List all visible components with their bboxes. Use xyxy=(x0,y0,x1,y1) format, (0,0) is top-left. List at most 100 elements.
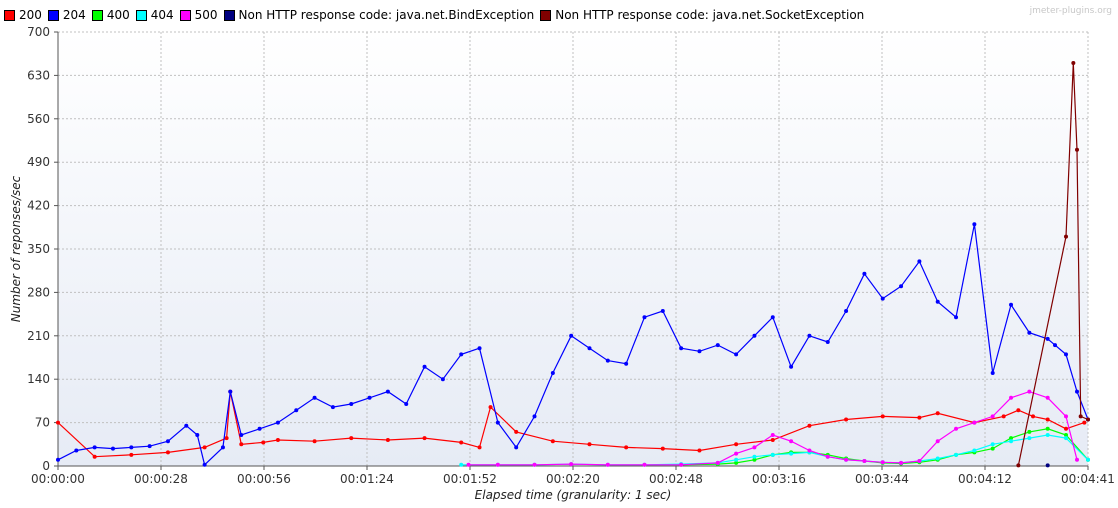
data-point-1 xyxy=(228,389,233,394)
legend-swatch xyxy=(223,9,235,21)
data-point-2 xyxy=(990,446,995,451)
data-point-2 xyxy=(752,457,757,462)
data-point-4 xyxy=(807,448,812,453)
data-point-4 xyxy=(954,426,959,431)
y-tick-label: 140 xyxy=(27,372,50,386)
data-point-0 xyxy=(261,440,266,445)
data-point-6 xyxy=(1078,414,1083,419)
data-point-1 xyxy=(825,340,830,344)
y-tick-label: 280 xyxy=(27,285,50,299)
legend-swatch xyxy=(47,9,59,21)
data-point-1 xyxy=(880,296,885,301)
data-point-4 xyxy=(642,462,647,467)
data-point-3 xyxy=(1064,436,1069,441)
data-point-3 xyxy=(734,457,739,462)
data-point-4 xyxy=(990,414,995,419)
data-point-1 xyxy=(239,433,244,437)
data-point-3 xyxy=(990,442,995,447)
data-point-1 xyxy=(569,333,574,338)
y-tick-label: 560 xyxy=(27,112,50,126)
chart-legend: 200 204 400 404 500 Non HTTP response code: j… xyxy=(4,6,870,24)
data-point-1 xyxy=(195,433,200,437)
data-point-1 xyxy=(752,333,757,338)
data-point-0 xyxy=(92,454,97,459)
data-point-1 xyxy=(56,457,60,462)
data-point-6 xyxy=(1064,234,1069,239)
data-point-1 xyxy=(1045,336,1050,341)
data-point-1 xyxy=(899,284,904,289)
data-point-1 xyxy=(990,371,995,375)
data-point-4 xyxy=(734,451,739,456)
data-point-1 xyxy=(514,445,519,450)
data-point-6 xyxy=(1071,61,1076,65)
data-point-4 xyxy=(466,462,471,467)
data-point-0 xyxy=(697,448,702,453)
y-tick-label: 700 xyxy=(27,25,50,39)
data-point-4 xyxy=(880,460,885,465)
legend-item-3: 404 xyxy=(135,8,174,22)
data-point-0 xyxy=(1064,426,1069,431)
data-point-1 xyxy=(935,299,940,304)
x-tick-label: 00:00:28 xyxy=(134,472,188,486)
data-point-1 xyxy=(550,371,555,375)
data-point-0 xyxy=(1031,414,1036,419)
data-point-6 xyxy=(1016,463,1021,468)
data-point-1 xyxy=(1009,302,1014,307)
y-tick-label: 630 xyxy=(27,68,50,82)
data-point-1 xyxy=(972,222,977,227)
legend-item-2: 400 xyxy=(91,8,130,22)
x-tick-label: 00:01:52 xyxy=(443,472,497,486)
data-point-1 xyxy=(147,444,152,449)
legend-item-4: 500 xyxy=(179,8,218,22)
data-point-4 xyxy=(1064,414,1069,419)
x-tick-label: 00:02:20 xyxy=(546,472,600,486)
data-point-1 xyxy=(660,309,665,313)
data-point-0 xyxy=(477,445,482,450)
data-point-4 xyxy=(752,445,757,450)
data-point-0 xyxy=(385,437,390,442)
data-point-1 xyxy=(642,315,647,320)
data-point-0 xyxy=(275,437,280,442)
data-point-1 xyxy=(807,333,812,338)
data-point-1 xyxy=(404,402,409,406)
data-point-0 xyxy=(807,423,812,428)
data-point-1 xyxy=(789,364,794,369)
data-point-1 xyxy=(257,426,262,431)
data-point-1 xyxy=(495,420,500,425)
data-point-4 xyxy=(844,457,849,462)
data-point-1 xyxy=(954,315,959,320)
series-line-4 xyxy=(468,390,1078,466)
data-point-3 xyxy=(935,456,940,461)
data-point-2 xyxy=(1064,433,1069,437)
data-point-4 xyxy=(917,459,922,464)
data-point-6 xyxy=(1086,417,1090,422)
data-point-0 xyxy=(165,450,170,455)
data-point-4 xyxy=(679,462,684,467)
data-point-4 xyxy=(1027,389,1032,394)
y-tick-label: 70 xyxy=(35,416,50,430)
x-tick-label: 00:00:56 xyxy=(237,472,291,486)
data-point-0 xyxy=(202,445,207,450)
data-point-0 xyxy=(239,442,244,447)
data-point-2 xyxy=(1045,426,1050,431)
data-point-0 xyxy=(660,446,665,451)
data-point-3 xyxy=(1009,439,1014,444)
data-point-1 xyxy=(385,389,390,394)
data-point-4 xyxy=(1075,457,1080,462)
data-point-6 xyxy=(1075,147,1080,152)
legend-label: 204 xyxy=(62,8,86,22)
x-tick-label: 00:00:00 xyxy=(31,472,85,486)
data-point-0 xyxy=(1045,417,1050,422)
data-point-1 xyxy=(92,445,97,450)
data-point-4 xyxy=(715,460,720,465)
data-point-1 xyxy=(220,445,225,450)
data-point-3 xyxy=(1086,457,1090,462)
data-point-4 xyxy=(532,462,537,467)
x-tick-label: 00:03:16 xyxy=(752,472,806,486)
data-point-3 xyxy=(1027,436,1032,441)
data-point-1 xyxy=(679,346,684,351)
legend-item-1: 204 xyxy=(47,8,86,22)
data-point-0 xyxy=(459,440,464,445)
